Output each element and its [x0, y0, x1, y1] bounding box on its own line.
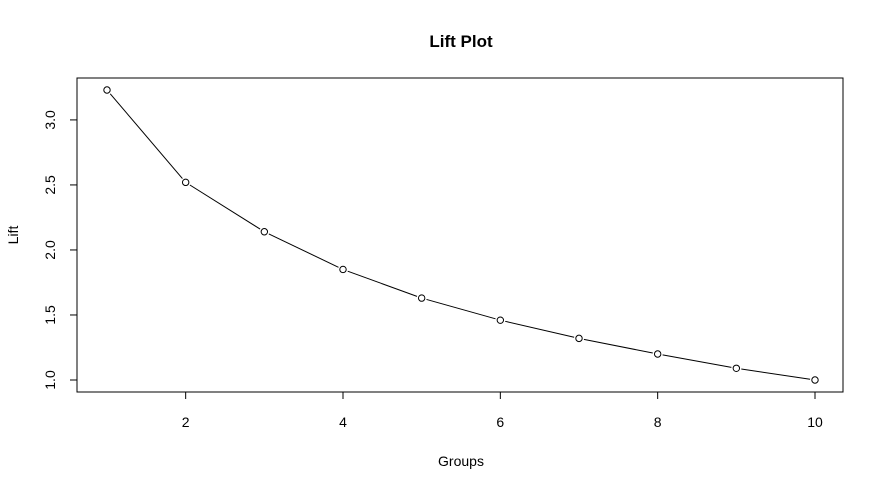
x-axis-label: Groups	[438, 453, 484, 469]
x-tick-label-10: 10	[807, 414, 823, 430]
data-point-10	[811, 376, 819, 384]
data-point-1	[103, 86, 111, 94]
line-segment-5	[426, 298, 496, 320]
data-point-9	[732, 364, 741, 372]
line-segment-6	[505, 320, 575, 338]
data-point-5	[417, 294, 426, 302]
x-tick-label-4: 4	[339, 414, 347, 430]
x-tick-label-6: 6	[496, 414, 504, 430]
y-tick-label-2.5: 2.5	[42, 175, 58, 195]
line-segment-9	[741, 368, 811, 380]
line-segment-4	[347, 270, 418, 297]
line-segment-7	[583, 338, 653, 354]
y-axis-label: Lift	[5, 226, 21, 245]
y-tick-label-3.0: 3.0	[42, 110, 58, 130]
y-tick-label-2.0: 2.0	[42, 240, 58, 260]
line-segment-3	[268, 233, 339, 268]
data-point-6	[496, 316, 505, 324]
y-axis: 1.0 1.5 2.0 2.5 3.0	[42, 110, 77, 390]
data-point-8	[653, 350, 662, 358]
line-segment-8	[662, 354, 732, 368]
chart-title: Lift Plot	[429, 32, 493, 51]
y-tick-label-1.0: 1.0	[42, 370, 58, 390]
x-axis: 2 4 6 8 10	[182, 392, 823, 430]
y-tick-label-1.5: 1.5	[42, 305, 58, 325]
data-point-4	[339, 265, 347, 274]
data-point-7	[575, 334, 583, 343]
line-segment-2	[189, 184, 261, 230]
data-point-2	[181, 178, 190, 187]
line-segment-1	[109, 93, 183, 179]
series-layer	[103, 86, 819, 384]
plot-frame	[76, 77, 844, 393]
data-point-3	[260, 228, 269, 236]
x-tick-label-2: 2	[182, 414, 190, 430]
x-tick-label-8: 8	[654, 414, 662, 430]
